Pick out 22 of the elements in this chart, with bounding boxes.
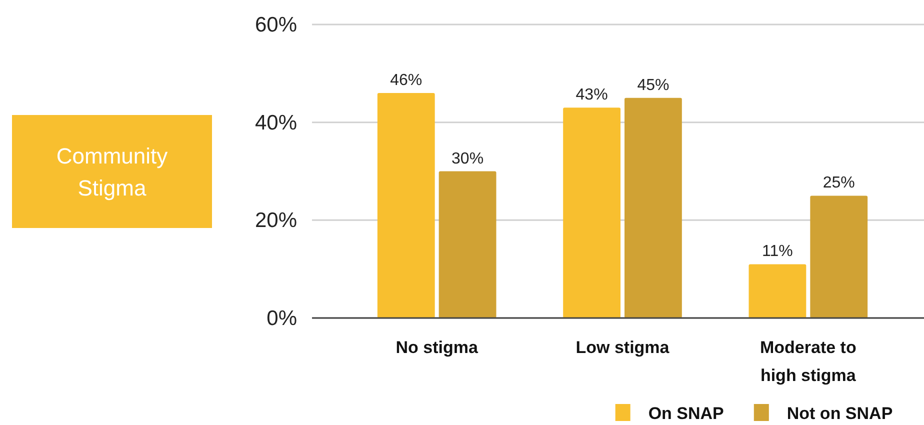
bar — [563, 108, 620, 318]
y-tick-label: 60% — [254, 14, 297, 36]
y-tick-label: 20% — [254, 209, 297, 232]
x-tick-label: Moderate to high stigma — [760, 338, 856, 385]
legend-label: Not on SNAP — [786, 404, 893, 423]
bar — [438, 171, 496, 318]
legend-label: On SNAP — [648, 404, 724, 423]
data-label: 11% — [762, 243, 793, 260]
x-tick-label: No stigma — [396, 338, 478, 357]
bar — [810, 196, 868, 318]
bar — [748, 264, 806, 318]
y-tick-label: 0% — [266, 307, 297, 330]
y-tick-label: 40% — [254, 111, 297, 134]
bar — [377, 92, 435, 318]
data-label: 30% — [452, 150, 484, 168]
x-tick-label: Low stigma — [576, 338, 670, 357]
data-label: 25% — [822, 174, 855, 192]
text: Community Stigma — [56, 144, 168, 200]
bar — [624, 98, 682, 318]
data-label: 46% — [390, 72, 422, 89]
data-label: 45% — [637, 76, 670, 94]
data-label: 43% — [576, 86, 608, 104]
